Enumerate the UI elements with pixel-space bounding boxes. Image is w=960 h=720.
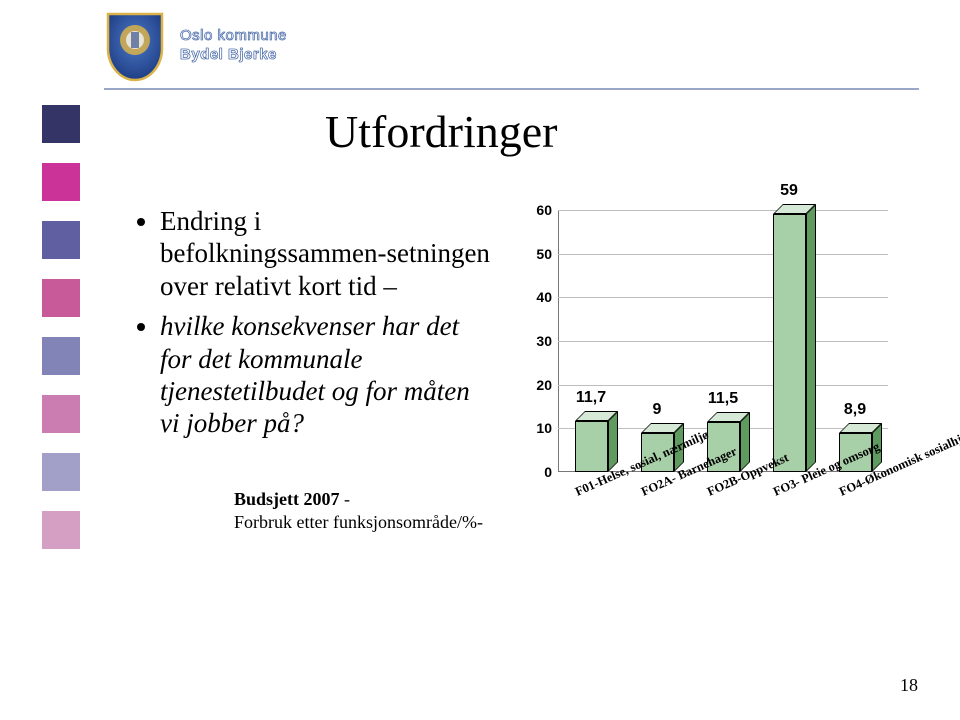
chart-caption: Budsjett 2007 - Forbruk etter funksjonso…	[234, 488, 494, 533]
sidebar-color-column	[42, 105, 80, 569]
bar	[773, 214, 806, 472]
y-tick-label: 10	[512, 420, 552, 436]
bullet-item: hvilke konsekvenser har det for det komm…	[160, 310, 490, 440]
bar	[575, 421, 608, 472]
grid-line	[558, 385, 888, 386]
header: Oslo kommune Bydel Bjerke	[104, 10, 904, 82]
caption-bold: Budsjett 2007	[234, 489, 340, 509]
bar-value-label: 9	[627, 401, 687, 419]
grid-line	[558, 210, 888, 211]
grid-line	[558, 254, 888, 255]
bar-value-label: 8,9	[825, 401, 885, 419]
sidebar-square	[42, 163, 80, 201]
bullet-item: Endring i befolkningssammen-setningen ov…	[160, 205, 490, 302]
y-tick-label: 60	[512, 202, 552, 218]
sidebar-square	[42, 105, 80, 143]
org-name: Oslo kommune Bydel Bjerke	[180, 27, 287, 65]
y-tick-label: 50	[512, 246, 552, 262]
page-number: 18	[900, 675, 918, 696]
bar-value-label: 59	[759, 182, 819, 200]
sidebar-square	[42, 453, 80, 491]
slide: Oslo kommune Bydel Bjerke Utfordringer E…	[0, 0, 960, 720]
y-tick-label: 40	[512, 289, 552, 305]
grid-line	[558, 297, 888, 298]
sidebar-square	[42, 511, 80, 549]
sidebar-square	[42, 337, 80, 375]
sidebar-square	[42, 279, 80, 317]
caption-line2: Forbruk etter funksjonsområde/%-	[234, 512, 483, 532]
header-divider	[104, 88, 919, 90]
grid-line	[558, 341, 888, 342]
y-tick-label: 30	[512, 333, 552, 349]
caption-dash: -	[340, 489, 351, 509]
y-tick-label: 0	[512, 464, 552, 480]
org-line2: Bydel Bjerke	[180, 46, 287, 65]
bar-value-label: 11,5	[693, 390, 753, 408]
sidebar-square	[42, 395, 80, 433]
oslo-crest-icon	[104, 10, 166, 82]
bar-value-label: 11,7	[561, 389, 621, 407]
sidebar-square	[42, 221, 80, 259]
bullet-list: Endring i befolkningssammen-setningen ov…	[134, 205, 490, 448]
y-tick-label: 20	[512, 377, 552, 393]
page-title: Utfordringer	[325, 105, 557, 158]
org-line1: Oslo kommune	[180, 27, 287, 46]
budget-chart: 010203040506011,7F01-Helse, sosial, nærm…	[512, 210, 922, 640]
chart-plot-area	[558, 210, 888, 472]
